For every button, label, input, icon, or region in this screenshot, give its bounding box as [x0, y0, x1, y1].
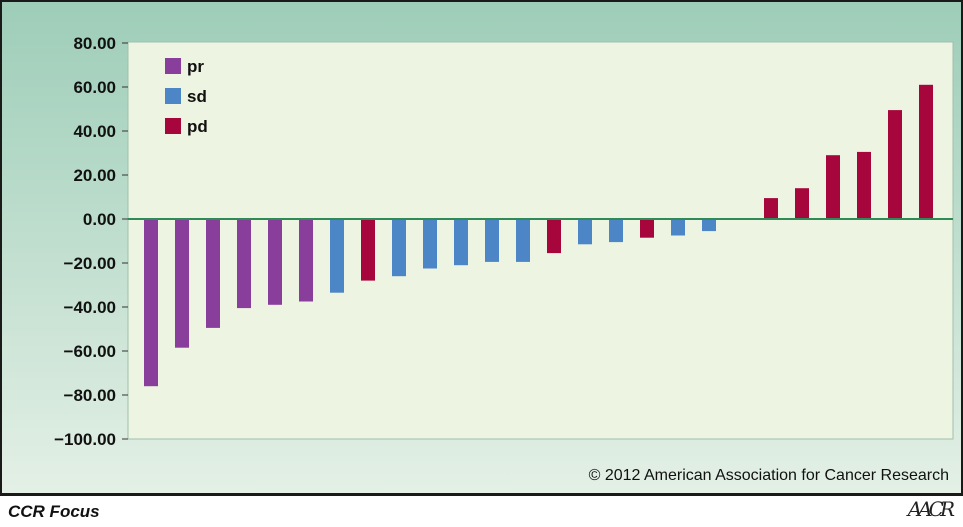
y-tick-label: 80.00: [73, 34, 116, 53]
bar-pd: [640, 219, 654, 238]
bar-pd: [857, 151, 871, 219]
bar-pd: [826, 155, 840, 219]
bar-pd: [795, 188, 809, 219]
bar-series: [144, 84, 933, 387]
aacr-logo: AACR: [907, 497, 955, 521]
y-tick-label: −100.00: [54, 430, 116, 449]
y-tick-label: 20.00: [73, 166, 116, 185]
bar-sd: [516, 219, 530, 262]
bar-pr: [268, 219, 282, 305]
bar-pr: [206, 219, 220, 328]
copyright-text: © 2012 American Association for Cancer R…: [588, 467, 949, 484]
bar-pd: [361, 219, 375, 281]
bar-pd: [919, 84, 933, 219]
bar-pd: [764, 198, 778, 219]
bar-sd: [392, 219, 406, 277]
legend-label-pd: pd: [187, 117, 208, 136]
legend-swatch-pr: [165, 58, 181, 74]
plot-area: [127, 41, 954, 440]
y-tick-label: 40.00: [73, 122, 116, 141]
bar-sd: [609, 219, 623, 243]
bar-sd: [702, 219, 716, 232]
bar-sd: [578, 219, 592, 245]
bar-sd: [423, 219, 437, 269]
y-tick-label: 60.00: [73, 78, 116, 97]
bar-pr: [237, 219, 251, 309]
y-axis: 80.00 60.00 40.00 20.00 0.00 −20.00 −40.00 −60.…: [54, 34, 128, 449]
bar-pd: [547, 219, 561, 254]
bar-pr: [175, 219, 189, 348]
footer-label: CCR Focus: [8, 502, 100, 521]
y-tick-label: −60.00: [64, 342, 116, 361]
legend-label-pr: pr: [187, 57, 204, 76]
legend: pr sd pd: [165, 57, 208, 136]
y-tick-label: −80.00: [64, 386, 116, 405]
bar-pd: [888, 110, 902, 219]
bar-sd: [671, 219, 685, 236]
bar-pr: [299, 219, 313, 302]
y-tick-label: −40.00: [64, 298, 116, 317]
legend-swatch-pd: [165, 118, 181, 134]
bar-pr: [144, 219, 158, 387]
bar-sd: [485, 219, 499, 262]
bar-sd: [330, 219, 344, 293]
y-tick-label: −20.00: [64, 254, 116, 273]
bar-sd: [454, 219, 468, 266]
y-tick-label: 0.00: [83, 210, 116, 229]
legend-swatch-sd: [165, 88, 181, 104]
legend-label-sd: sd: [187, 87, 207, 106]
